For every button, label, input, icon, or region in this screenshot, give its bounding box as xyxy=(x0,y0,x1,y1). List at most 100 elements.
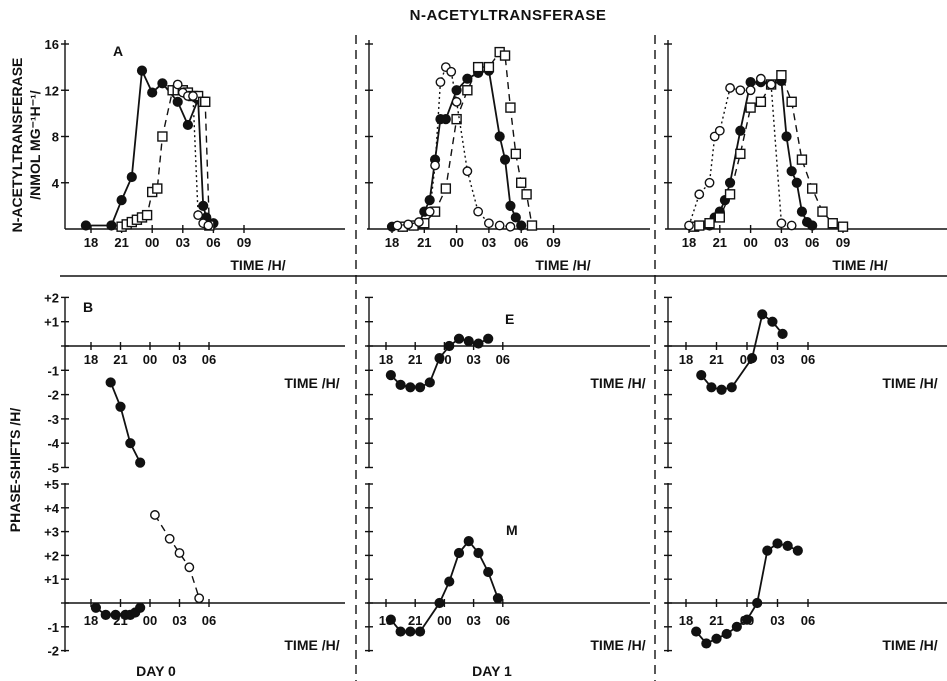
x-tick-label-B-day0-3: 03 xyxy=(172,352,186,367)
data-point-E-day1-0-2 xyxy=(405,382,416,393)
x-tick-label-E-day1-0: 18 xyxy=(379,352,393,367)
data-point-M-day0-1-3 xyxy=(184,562,195,573)
data-point-A-day1-2-11 xyxy=(483,218,494,229)
data-point-A-day4-2-9 xyxy=(766,79,777,90)
y-tick-label-A-day0-0: 4 xyxy=(52,176,60,191)
x-axis-label-M-day4: TIME /H/ xyxy=(882,637,937,653)
data-point-M-day0-1-1 xyxy=(164,533,175,544)
data-point-M-day0-1-4 xyxy=(194,593,205,604)
data-point-A-day0-0-7 xyxy=(172,96,183,107)
panel-M-day4 xyxy=(664,483,947,652)
data-point-E-day1-0-1 xyxy=(395,379,406,390)
data-point-A-day0-0-4 xyxy=(136,65,148,76)
data-point-M-day1-0-10 xyxy=(492,593,504,604)
x-tick-label-A-day4-0: 18 xyxy=(682,235,696,250)
data-point-A-day1-2-0 xyxy=(392,220,403,231)
day-label-0: DAY 0 xyxy=(136,663,176,679)
data-point-M-day1-0-4 xyxy=(434,597,445,609)
y-tick-label-M-day0-0: +5 xyxy=(44,477,59,492)
data-point-E-day1-0-0 xyxy=(385,370,396,381)
panel-E-day4 xyxy=(664,296,947,469)
data-point-M-day1-0-2 xyxy=(405,626,416,637)
data-point-M-day4-0-2 xyxy=(711,633,722,644)
data-point-E-day4-0-4 xyxy=(746,353,758,364)
day-label-1: DAY 1 xyxy=(472,663,512,679)
x-tick-label-B-day0-4: 06 xyxy=(202,352,216,367)
data-point-M-day1-0-7 xyxy=(463,536,474,547)
x-tick-label-A-day0-5: 09 xyxy=(237,235,251,250)
data-point-A-day1-0-14 xyxy=(499,154,511,165)
data-point-A-day0-1-8 xyxy=(157,131,168,142)
data-point-M-day4-0-3 xyxy=(721,628,732,640)
x-tick-label-A-day1-3: 03 xyxy=(482,235,496,250)
data-point-M-day1-0-3 xyxy=(414,626,426,637)
data-point-A-day1-2-3 xyxy=(424,206,435,217)
data-point-A-day1-2-12 xyxy=(494,220,505,231)
y-tick-label-M-day0-4: +1 xyxy=(44,572,59,587)
data-point-A-day4-2-5 xyxy=(725,83,735,93)
x-tick-label-A-day0-2: 00 xyxy=(145,235,159,250)
data-point-A-day4-0-12 xyxy=(791,177,802,188)
x-axis-label-E-day4: TIME /H/ xyxy=(882,375,937,391)
data-point-M-day4-0-8 xyxy=(772,538,783,549)
data-point-M-day1-0-8 xyxy=(473,547,484,559)
data-point-M-day0-0-1 xyxy=(100,609,111,621)
data-point-A-day1-1-15 xyxy=(526,220,538,231)
data-point-A-day1-1-7 xyxy=(472,61,484,73)
x-tick-label-M-day4-0: 18 xyxy=(679,613,693,628)
data-point-A-day0-0-2 xyxy=(116,194,127,206)
x-tick-label-M-day0-4: 06 xyxy=(202,613,216,628)
x-tick-label-M-day4-3: 03 xyxy=(770,613,784,628)
x-tick-label-A-day1-4: 06 xyxy=(514,235,528,250)
data-point-M-day4-0-9 xyxy=(782,540,793,551)
data-point-A-day4-1-10 xyxy=(786,96,797,108)
series-line-M-day0-1 xyxy=(154,514,200,599)
data-point-A-day1-1-6 xyxy=(462,85,473,96)
x-tick-label-M-day0-2: 00 xyxy=(143,613,157,628)
y-tick-label-B-day0-4: -3 xyxy=(47,412,59,427)
data-point-A-day4-0-15 xyxy=(807,220,818,231)
data-point-E-day1-0-3 xyxy=(414,382,426,393)
x-tick-label-E-day1-4: 06 xyxy=(496,352,510,367)
data-point-A-day1-2-1 xyxy=(403,219,414,230)
data-point-M-day4-0-4 xyxy=(731,621,742,632)
data-point-A-day1-0-16 xyxy=(510,212,521,223)
x-axis-label-E-day1: TIME /H/ xyxy=(590,375,645,391)
x-tick-label-A-day1-1: 21 xyxy=(417,235,431,250)
x-tick-label-M-day1-4: 06 xyxy=(496,613,510,628)
x-tick-label-E-day1-3: 03 xyxy=(466,352,480,367)
x-axis-label-B-day0: TIME /H/ xyxy=(284,375,339,391)
data-point-A-day0-2-4 xyxy=(193,210,204,221)
data-point-M-day4-0-0 xyxy=(691,626,702,637)
data-point-A-day0-0-10 xyxy=(198,200,209,211)
y-axis-label-top-line1: N-ACETYLTRANSFERASE xyxy=(9,58,25,233)
y-tick-label-A-day0-3: 16 xyxy=(45,37,59,52)
data-point-A-day4-2-8 xyxy=(755,73,766,84)
x-tick-label-A-day1-0: 18 xyxy=(385,235,399,250)
y-tick-label-B-day0-2: -1 xyxy=(47,363,59,378)
panel-letter-E: E xyxy=(505,311,514,327)
x-tick-label-E-day1-2: 00 xyxy=(437,352,451,367)
x-tick-label-M-day0-0: 18 xyxy=(84,613,98,628)
data-point-E-day4-0-6 xyxy=(767,316,778,327)
panel-A-day1 xyxy=(365,40,650,233)
x-tick-label-M-day1-2: 00 xyxy=(437,613,451,628)
x-tick-label-A-day0-0: 18 xyxy=(84,235,98,250)
data-point-A-day4-0-5 xyxy=(735,125,746,136)
x-tick-label-A-day4-4: 06 xyxy=(805,235,819,250)
x-tick-label-A-day0-3: 03 xyxy=(176,235,190,250)
x-tick-label-M-day1-0: 18 xyxy=(379,613,393,628)
data-point-A-day1-0-15 xyxy=(505,200,516,211)
data-point-A-day0-1-5 xyxy=(141,209,153,221)
data-point-A-day4-0-13 xyxy=(796,206,808,217)
data-point-A-day0-0-5 xyxy=(147,87,158,98)
data-point-A-day1-2-7 xyxy=(446,66,457,77)
data-point-M-day4-0-6 xyxy=(752,597,763,609)
data-point-A-day1-1-11 xyxy=(505,102,516,113)
x-tick-label-M-day0-3: 03 xyxy=(172,613,186,628)
y-tick-label-M-day0-5: -1 xyxy=(47,620,59,635)
x-tick-label-B-day0-0: 18 xyxy=(84,352,98,367)
data-point-A-day0-1-7 xyxy=(152,183,163,194)
data-point-A-day1-2-5 xyxy=(435,77,446,88)
x-tick-label-E-day4-1: 21 xyxy=(709,352,723,367)
